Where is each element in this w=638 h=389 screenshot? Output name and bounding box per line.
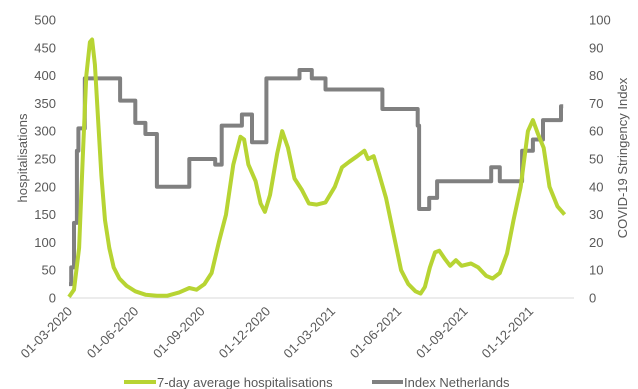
left-y-axis: 0 50 100 150 200 250 300 350 400 450 500 xyxy=(34,13,56,306)
x-axis: 01-03-2020 01-06-2020 01-09-2020 01-12-2020… xyxy=(17,304,536,362)
right-y-tick-label: 10 xyxy=(589,263,603,278)
right-y-tick-label: 0 xyxy=(589,291,596,306)
left-y-tick-label: 500 xyxy=(34,13,56,28)
legend-label-hospitalisations: 7-day average hospitalisations xyxy=(157,375,333,389)
right-y-tick-label: 90 xyxy=(589,40,603,55)
right-y-tick-label: 50 xyxy=(589,152,603,167)
x-tick-label: 01-09-2021 xyxy=(413,304,471,362)
left-y-tick-label: 250 xyxy=(34,152,56,167)
right-y-tick-label: 100 xyxy=(589,13,611,28)
x-tick-label: 01-06-2020 xyxy=(84,304,142,362)
legend: 7-day average hospitalisations Index Neth… xyxy=(124,375,510,389)
left-y-tick-label: 300 xyxy=(34,124,56,139)
x-tick-label: 01-03-2020 xyxy=(17,304,75,362)
left-axis-title: hospitalisations xyxy=(15,113,30,202)
left-y-tick-label: 350 xyxy=(34,96,56,111)
left-y-tick-label: 450 xyxy=(34,40,56,55)
right-y-tick-label: 20 xyxy=(589,235,603,250)
right-y-tick-label: 80 xyxy=(589,68,603,83)
left-y-tick-label: 150 xyxy=(34,207,56,222)
right-y-tick-label: 40 xyxy=(589,179,603,194)
right-y-tick-label: 70 xyxy=(589,96,603,111)
x-tick-label: 01-06-2021 xyxy=(347,304,405,362)
left-y-tick-label: 400 xyxy=(34,68,56,83)
left-y-tick-label: 0 xyxy=(49,291,56,306)
left-y-tick-label: 50 xyxy=(42,263,56,278)
x-tick-label: 01-09-2020 xyxy=(150,304,208,362)
x-tick-label: 01-12-2021 xyxy=(479,304,537,362)
right-y-tick-label: 30 xyxy=(589,207,603,222)
x-tick-label: 01-03-2021 xyxy=(280,304,338,362)
stringency-index-line xyxy=(69,68,564,287)
left-y-tick-label: 100 xyxy=(34,235,56,250)
right-y-tick-label: 60 xyxy=(589,124,603,139)
hospitalisations-line xyxy=(67,37,567,299)
series-layer xyxy=(67,37,567,299)
legend-label-index-netherlands: Index Netherlands xyxy=(404,375,510,389)
left-y-tick-label: 200 xyxy=(34,179,56,194)
right-axis-title: COVID-19 Stringency Index xyxy=(615,77,630,238)
right-y-axis: 0 10 20 30 40 50 60 70 80 90 100 xyxy=(589,13,611,306)
x-tick-label: 01-12-2020 xyxy=(216,304,274,362)
